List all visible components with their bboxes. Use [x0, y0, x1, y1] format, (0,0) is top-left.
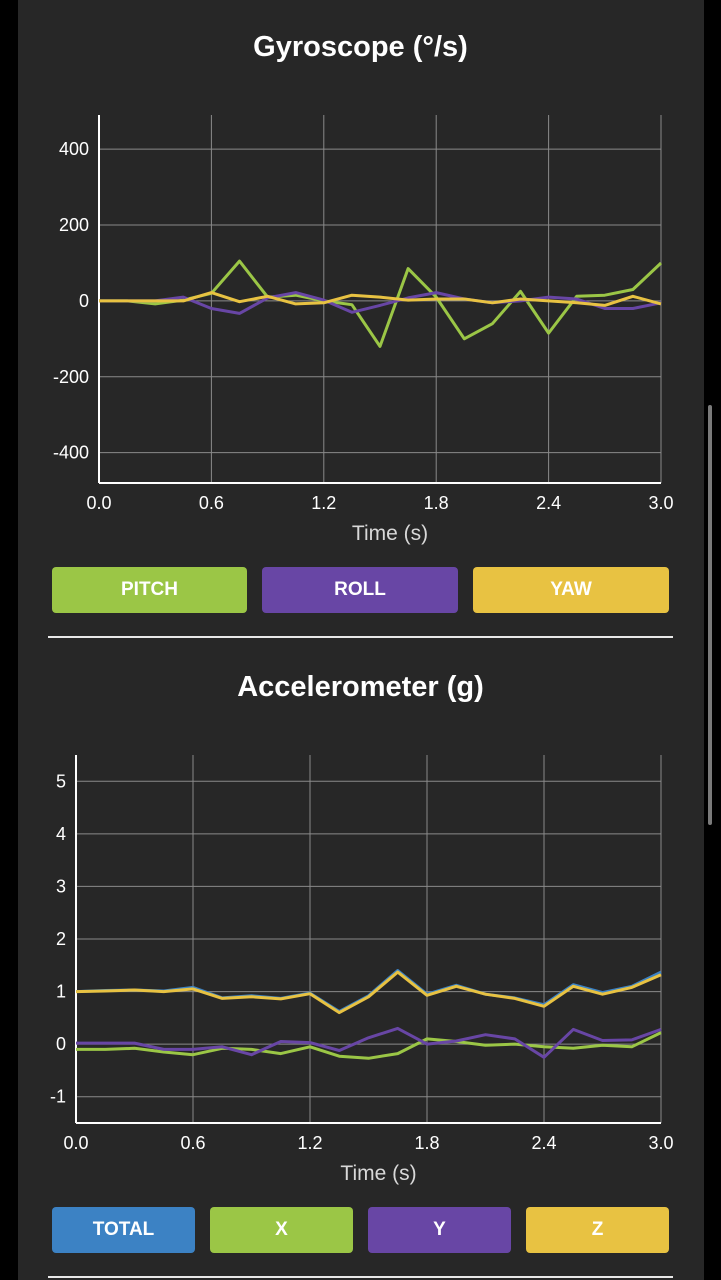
accel-series-line-2	[76, 1026, 662, 1059]
accel-y-tick-label: 2	[56, 929, 66, 949]
gyroscope-title: Gyroscope (°/s)	[253, 31, 468, 63]
pitch-button[interactable]: PITCH	[52, 567, 247, 613]
gyro-y-tick-label: 0	[79, 291, 89, 311]
gyro-y-tick-label: -200	[53, 367, 89, 387]
total-button[interactable]: TOTAL	[52, 1207, 195, 1253]
accel-y-tick-label: 1	[56, 982, 66, 1002]
accel-x-tick-label: 0.0	[63, 1133, 88, 1153]
accel-x-tick-label: 2.4	[531, 1133, 556, 1153]
accel-x-tick-label: 3.0	[648, 1133, 673, 1153]
gyroscope-chart: 0.0 0.6 1.2 1.8 2.4 3.0 400 200 0 -200 -400 Time (s…	[53, 115, 674, 545]
accel-y-tick-label: 4	[56, 824, 66, 844]
accel-y-tick-label: -1	[50, 1087, 66, 1107]
x-button[interactable]: X	[210, 1207, 353, 1253]
bottom-divider	[48, 1276, 673, 1278]
accel-x-axis-label: Time (s)	[340, 1162, 416, 1185]
accel-x-tick-label: 1.8	[414, 1133, 439, 1153]
accel-y-tick-label: 5	[56, 771, 66, 791]
section-divider	[48, 636, 673, 638]
gyro-x-axis-label: Time (s)	[352, 522, 428, 545]
yaw-button[interactable]: YAW	[473, 567, 669, 613]
y-button[interactable]: Y	[368, 1207, 511, 1253]
gyro-x-tick-label: 0.6	[199, 493, 224, 513]
accelerometer-title: Accelerometer (g)	[237, 671, 484, 703]
gyro-y-tick-label: 400	[59, 139, 89, 159]
gyro-y-tick-label: 200	[59, 215, 89, 235]
accel-x-tick-label: 1.2	[297, 1133, 322, 1153]
gyro-x-tick-label: 0.0	[86, 493, 111, 513]
gyro-x-tick-label: 3.0	[648, 493, 673, 513]
scrollbar[interactable]	[708, 405, 712, 825]
gyroscope-legend-buttons: PITCH ROLL YAW	[52, 567, 669, 613]
content-panel	[18, 0, 704, 1280]
gyro-series-line-2	[99, 291, 662, 307]
gyro-x-tick-label: 1.8	[424, 493, 449, 513]
accel-series-line-1	[76, 1031, 662, 1060]
accelerometer-chart: 0.0 0.6 1.2 1.8 2.4 3.0 5 4 3 2 1 0 -1 Time (s)	[50, 755, 674, 1185]
z-button[interactable]: Z	[526, 1207, 669, 1253]
gyro-y-tick-label: -400	[53, 443, 89, 463]
accel-y-tick-label: 3	[56, 876, 66, 896]
accel-x-tick-label: 0.6	[180, 1133, 205, 1153]
gyro-x-tick-label: 2.4	[536, 493, 561, 513]
gyro-series-line-1	[99, 291, 662, 315]
accel-series-line-3	[75, 970, 662, 1015]
accelerometer-legend-buttons: TOTAL X Y Z	[52, 1207, 669, 1253]
accel-y-tick-label: 0	[56, 1034, 66, 1054]
roll-button[interactable]: ROLL	[262, 567, 458, 613]
gyro-x-tick-label: 1.2	[311, 493, 336, 513]
